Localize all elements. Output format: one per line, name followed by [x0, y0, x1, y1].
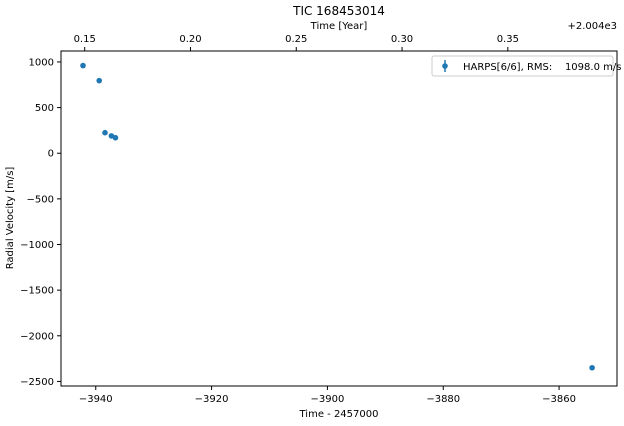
x-tick-label: −3880 [426, 394, 460, 405]
top-x-axis-label: Time [Year] [310, 21, 368, 32]
y-axis-label: Radial Velocity [m/s] [5, 167, 16, 270]
legend-marker [442, 63, 448, 69]
top-x-tick-label: 0.30 [391, 34, 413, 45]
x-tick-label: −3900 [311, 394, 345, 405]
y-axis-ticks: 1000 500 0 −500 −1000 −1500 −2000 −2500 [20, 57, 61, 388]
top-x-tick-label: 0.25 [285, 34, 307, 45]
y-tick-label: 1000 [29, 57, 54, 68]
x-axis-label: Time - 2457000 [299, 409, 379, 420]
y-tick-label: −2500 [20, 377, 54, 388]
legend-box [431, 55, 614, 77]
y-tick-label: −500 [27, 194, 54, 205]
x-tick-label: −3860 [542, 394, 576, 405]
y-tick-label: 0 [48, 149, 54, 160]
y-tick-label: −1000 [20, 240, 54, 251]
plot-frame [60, 50, 618, 387]
top-x-tick-label: 0.20 [179, 34, 201, 45]
x-tick-label: −3940 [79, 394, 113, 405]
top-x-tick-label: 0.35 [497, 34, 519, 45]
top-x-offset-label: +2.004e3 [567, 21, 617, 32]
x-axis-ticks: −3940 −3920 −3900 −3880 −3860 [79, 386, 576, 405]
data-points [80, 62, 595, 371]
data-point [80, 62, 86, 69]
y-tick-label: 500 [35, 103, 54, 114]
x-tick-label: −3920 [195, 394, 229, 405]
top-x-axis-ticks: 0.15 0.20 0.25 0.30 0.35 [74, 34, 519, 51]
top-x-tick-label: 0.15 [74, 34, 96, 45]
data-point [102, 129, 108, 136]
chart-title: TIC 168453014 [292, 4, 385, 18]
data-point [96, 77, 103, 84]
data-point [589, 364, 595, 371]
legend-label: HARPS[6/6], RMS: 1098.0 m/s [463, 62, 621, 73]
y-tick-label: −1500 [20, 286, 54, 297]
legend: HARPS[6/6], RMS: 1098.0 m/s [431, 55, 621, 77]
y-tick-label: −2000 [20, 331, 54, 342]
data-point [112, 134, 119, 141]
